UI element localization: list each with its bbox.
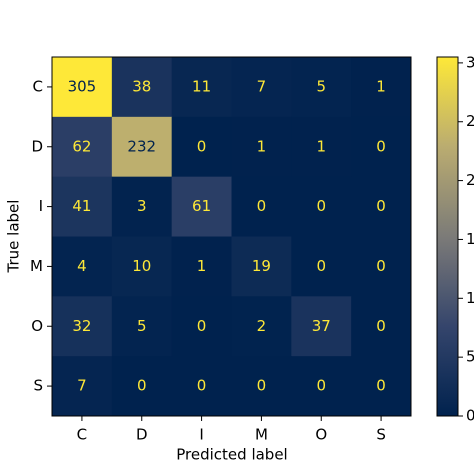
cell-label: 0: [197, 137, 207, 155]
cell: [52, 296, 113, 357]
cell: [171, 116, 232, 178]
cell-label: 61: [192, 197, 211, 215]
cell-label: 0: [257, 377, 267, 395]
y-axis-label: True label: [5, 200, 23, 274]
cell-label: 0: [316, 257, 326, 275]
colorbar-tick-label: 200: [466, 171, 474, 189]
cell: [52, 356, 113, 417]
cell: [291, 57, 352, 118]
cell: [231, 116, 292, 178]
y-tick-label: C: [33, 77, 43, 95]
y-tick-label: I: [39, 197, 43, 215]
colorbar-tick-label: 100: [466, 289, 474, 307]
cell-label: 1: [197, 257, 207, 275]
cell-label: 3: [137, 197, 147, 215]
cell-label: 10: [132, 257, 151, 275]
cell-label: 0: [376, 257, 386, 275]
cell: [291, 236, 352, 297]
cell-label: 41: [72, 197, 91, 215]
cell-label: 32: [72, 317, 91, 335]
cell-label: 1: [316, 137, 326, 155]
cell: [111, 57, 173, 118]
x-axis-label: Predicted label: [176, 446, 287, 464]
cell-label: 1: [376, 77, 386, 95]
x-tick-label: D: [136, 426, 148, 444]
y-tick-label: D: [31, 137, 43, 155]
cell: [111, 356, 173, 417]
x-tick-label: C: [77, 426, 87, 444]
y-tick-label: M: [30, 257, 43, 275]
cell: [52, 176, 113, 237]
cell-label: 0: [376, 317, 386, 335]
cell-label: 305: [68, 77, 97, 95]
x-tick-label: I: [199, 426, 203, 444]
cell: [231, 356, 292, 417]
cell: [231, 176, 292, 237]
cell: [171, 296, 232, 357]
cell-label: 232: [127, 137, 156, 155]
cell-label: 5: [316, 77, 326, 95]
colorbar: [436, 56, 459, 417]
cell-label: 11: [192, 77, 211, 95]
frame: [51, 56, 412, 417]
cell-label: 4: [77, 257, 87, 275]
cell: [291, 176, 352, 237]
x-tick-label: O: [315, 426, 327, 444]
cell-label: 0: [376, 377, 386, 395]
cell-label: 0: [316, 197, 326, 215]
cell-label: 38: [132, 77, 151, 95]
cell: [171, 236, 232, 297]
cell-label: 0: [257, 197, 267, 215]
cell: [351, 356, 412, 417]
cell: [351, 296, 412, 357]
y-tick-label: O: [31, 317, 43, 335]
cell-label: 5: [137, 317, 147, 335]
colorbar-tick-label: 0: [466, 407, 474, 425]
colorbar-tick-label: 300: [466, 53, 474, 71]
cell: [291, 356, 352, 417]
cell: [111, 176, 173, 237]
cell-label: 0: [376, 137, 386, 155]
x-tick-label: S: [376, 426, 386, 444]
cell-label: 1: [257, 137, 267, 155]
cell-label: 37: [312, 317, 331, 335]
cell: [231, 296, 292, 357]
cell: [52, 57, 113, 118]
cell: [52, 116, 113, 178]
cell-label: 0: [376, 197, 386, 215]
cell: [171, 356, 232, 417]
cell-label: 0: [197, 377, 207, 395]
cell: [52, 236, 113, 297]
cell-label: 0: [316, 377, 326, 395]
colorbar-tick-label: 250: [466, 112, 474, 130]
cell: [351, 176, 412, 237]
cell: [351, 116, 412, 178]
cell: [351, 236, 412, 297]
cell-label: 62: [72, 137, 91, 155]
y-tick-label: S: [33, 377, 43, 395]
cell: [291, 116, 352, 178]
x-tick-label: M: [255, 426, 268, 444]
cell-label: 2: [257, 317, 267, 335]
colorbar-tick-label: 150: [466, 230, 474, 248]
cell: [111, 236, 173, 297]
cell: [171, 57, 232, 118]
cell: [111, 296, 173, 357]
cell: [351, 57, 412, 118]
cell: [111, 116, 173, 178]
cell-label: 0: [137, 377, 147, 395]
cell: [171, 176, 232, 237]
cell: [231, 57, 292, 118]
cell: [231, 236, 292, 297]
cell-label: 7: [77, 377, 87, 395]
colorbar-tick-label: 50: [466, 348, 474, 366]
cell-label: 19: [252, 257, 271, 275]
cell-label: 7: [257, 77, 267, 95]
cell-label: 0: [197, 317, 207, 335]
cell: [291, 296, 352, 357]
